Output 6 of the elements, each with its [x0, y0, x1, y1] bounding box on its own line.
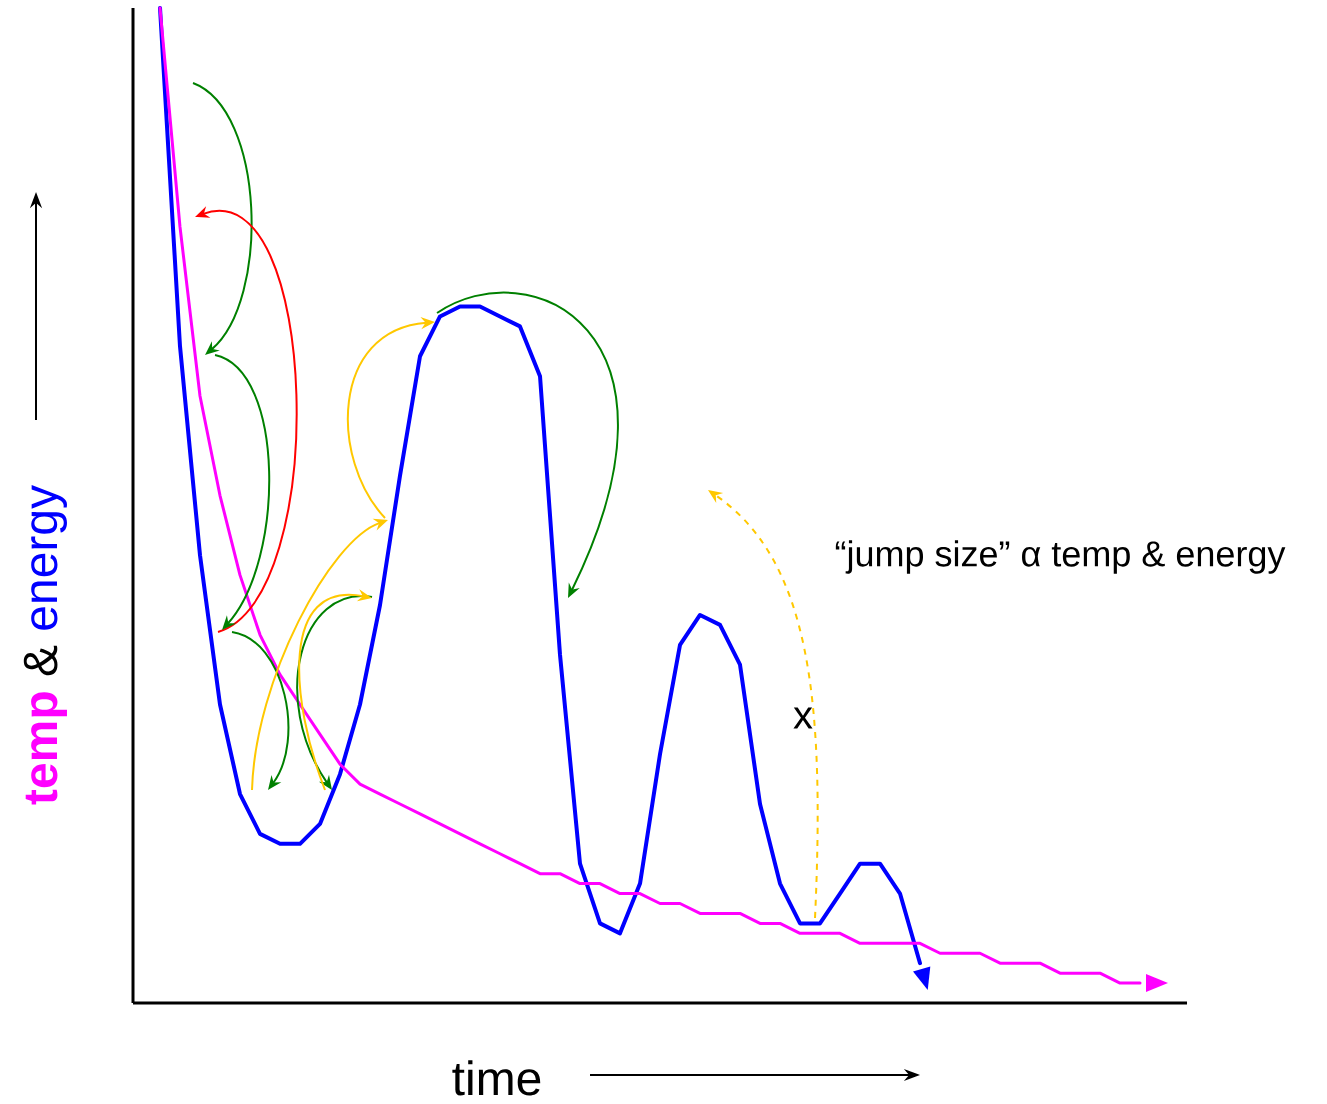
x-axis-title: time [452, 1060, 541, 1096]
y-axis-title: & [23, 645, 58, 676]
annotation: “jump size” α temp & energy [835, 540, 1286, 574]
text: temp [25, 692, 67, 805]
annotation: x [793, 707, 813, 729]
text: energy [31, 485, 67, 630]
